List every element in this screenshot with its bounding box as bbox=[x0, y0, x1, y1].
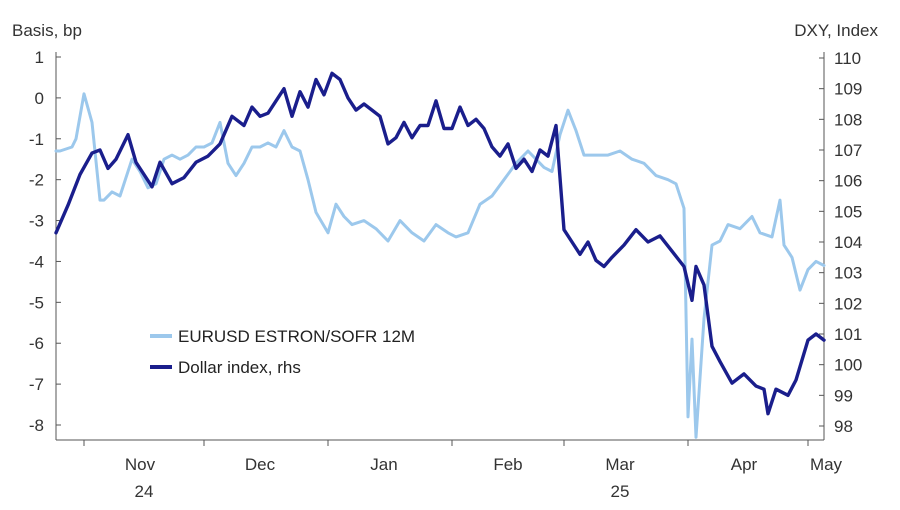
right-tick-label: 110 bbox=[834, 49, 861, 68]
right-tick-label: 105 bbox=[834, 202, 862, 221]
left-tick-label: -5 bbox=[29, 293, 44, 312]
right-tick-label: 103 bbox=[834, 264, 862, 283]
x-year-label: 24 bbox=[135, 482, 154, 501]
left-tick-label: -1 bbox=[29, 130, 44, 149]
right-tick-label: 104 bbox=[834, 233, 862, 252]
series-line-basis bbox=[54, 92, 826, 439]
x-month-label: Feb bbox=[493, 455, 522, 474]
right-tick-label: 99 bbox=[834, 386, 853, 405]
x-year-label: 25 bbox=[611, 482, 630, 501]
x-month-label: Mar bbox=[605, 455, 635, 474]
x-month-label: May bbox=[810, 455, 843, 474]
right-tick-label: 100 bbox=[834, 356, 862, 375]
x-month-label: Nov bbox=[125, 455, 156, 474]
right-tick-label: 106 bbox=[834, 172, 862, 191]
right-axis-title: DXY, Index bbox=[794, 21, 878, 40]
left-axis-title: Basis, bp bbox=[12, 21, 82, 40]
legend-label-dxy: Dollar index, rhs bbox=[178, 358, 301, 377]
x-month-label: Apr bbox=[731, 455, 758, 474]
legend-label-basis: EURUSD ESTRON/SOFR 12M bbox=[178, 327, 415, 346]
left-tick-label: -6 bbox=[29, 334, 44, 353]
left-tick-label: 1 bbox=[35, 48, 44, 67]
series-line-dollar-index bbox=[54, 71, 826, 416]
right-tick-label: 98 bbox=[834, 417, 853, 436]
left-tick-label: -7 bbox=[29, 375, 44, 394]
left-tick-label: 0 bbox=[35, 89, 44, 108]
left-tick-label: -8 bbox=[29, 416, 44, 435]
right-tick-label: 108 bbox=[834, 110, 862, 129]
left-axis-ticks: 1 0 -1 -2 -3 -4 -5 -6 -7 -8 bbox=[29, 48, 61, 435]
right-tick-label: 101 bbox=[834, 325, 862, 344]
left-tick-label: -2 bbox=[29, 171, 44, 190]
x-axis-ticks: Nov Dec Jan Feb Mar Apr May 24 25 bbox=[83, 440, 843, 501]
right-tick-label: 107 bbox=[834, 141, 862, 160]
right-tick-label: 109 bbox=[834, 80, 862, 99]
left-tick-label: -4 bbox=[29, 252, 44, 271]
right-axis-ticks: 110 109 108 107 106 105 104 103 102 101 100 99 98 bbox=[819, 49, 862, 436]
right-tick-label: 102 bbox=[834, 294, 862, 313]
legend: EURUSD ESTRON/SOFR 12M Dollar index, rhs bbox=[150, 327, 415, 377]
left-tick-label: -3 bbox=[29, 212, 44, 231]
x-month-label: Jan bbox=[370, 455, 397, 474]
series-layer bbox=[54, 71, 826, 439]
x-month-label: Dec bbox=[245, 455, 276, 474]
